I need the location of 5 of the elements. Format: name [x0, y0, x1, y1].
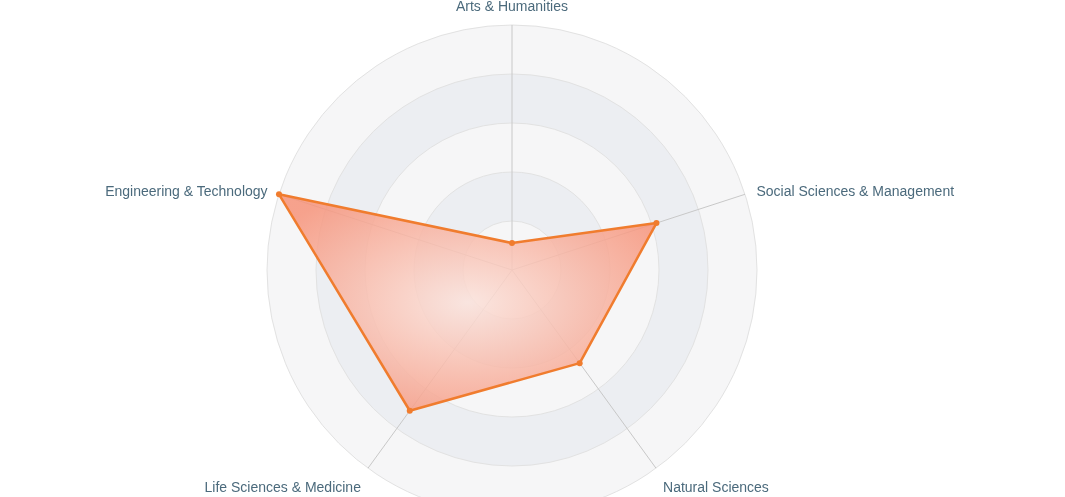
spoke-label: Natural Sciences: [663, 478, 769, 495]
spoke-label: Life Sciences & Medicine: [204, 478, 362, 495]
spoke-label: Engineering & Technology: [105, 182, 268, 199]
spoke-label: Arts & Humanities: [455, 0, 569, 14]
spoke-label: Social Sciences & Management: [756, 182, 955, 199]
